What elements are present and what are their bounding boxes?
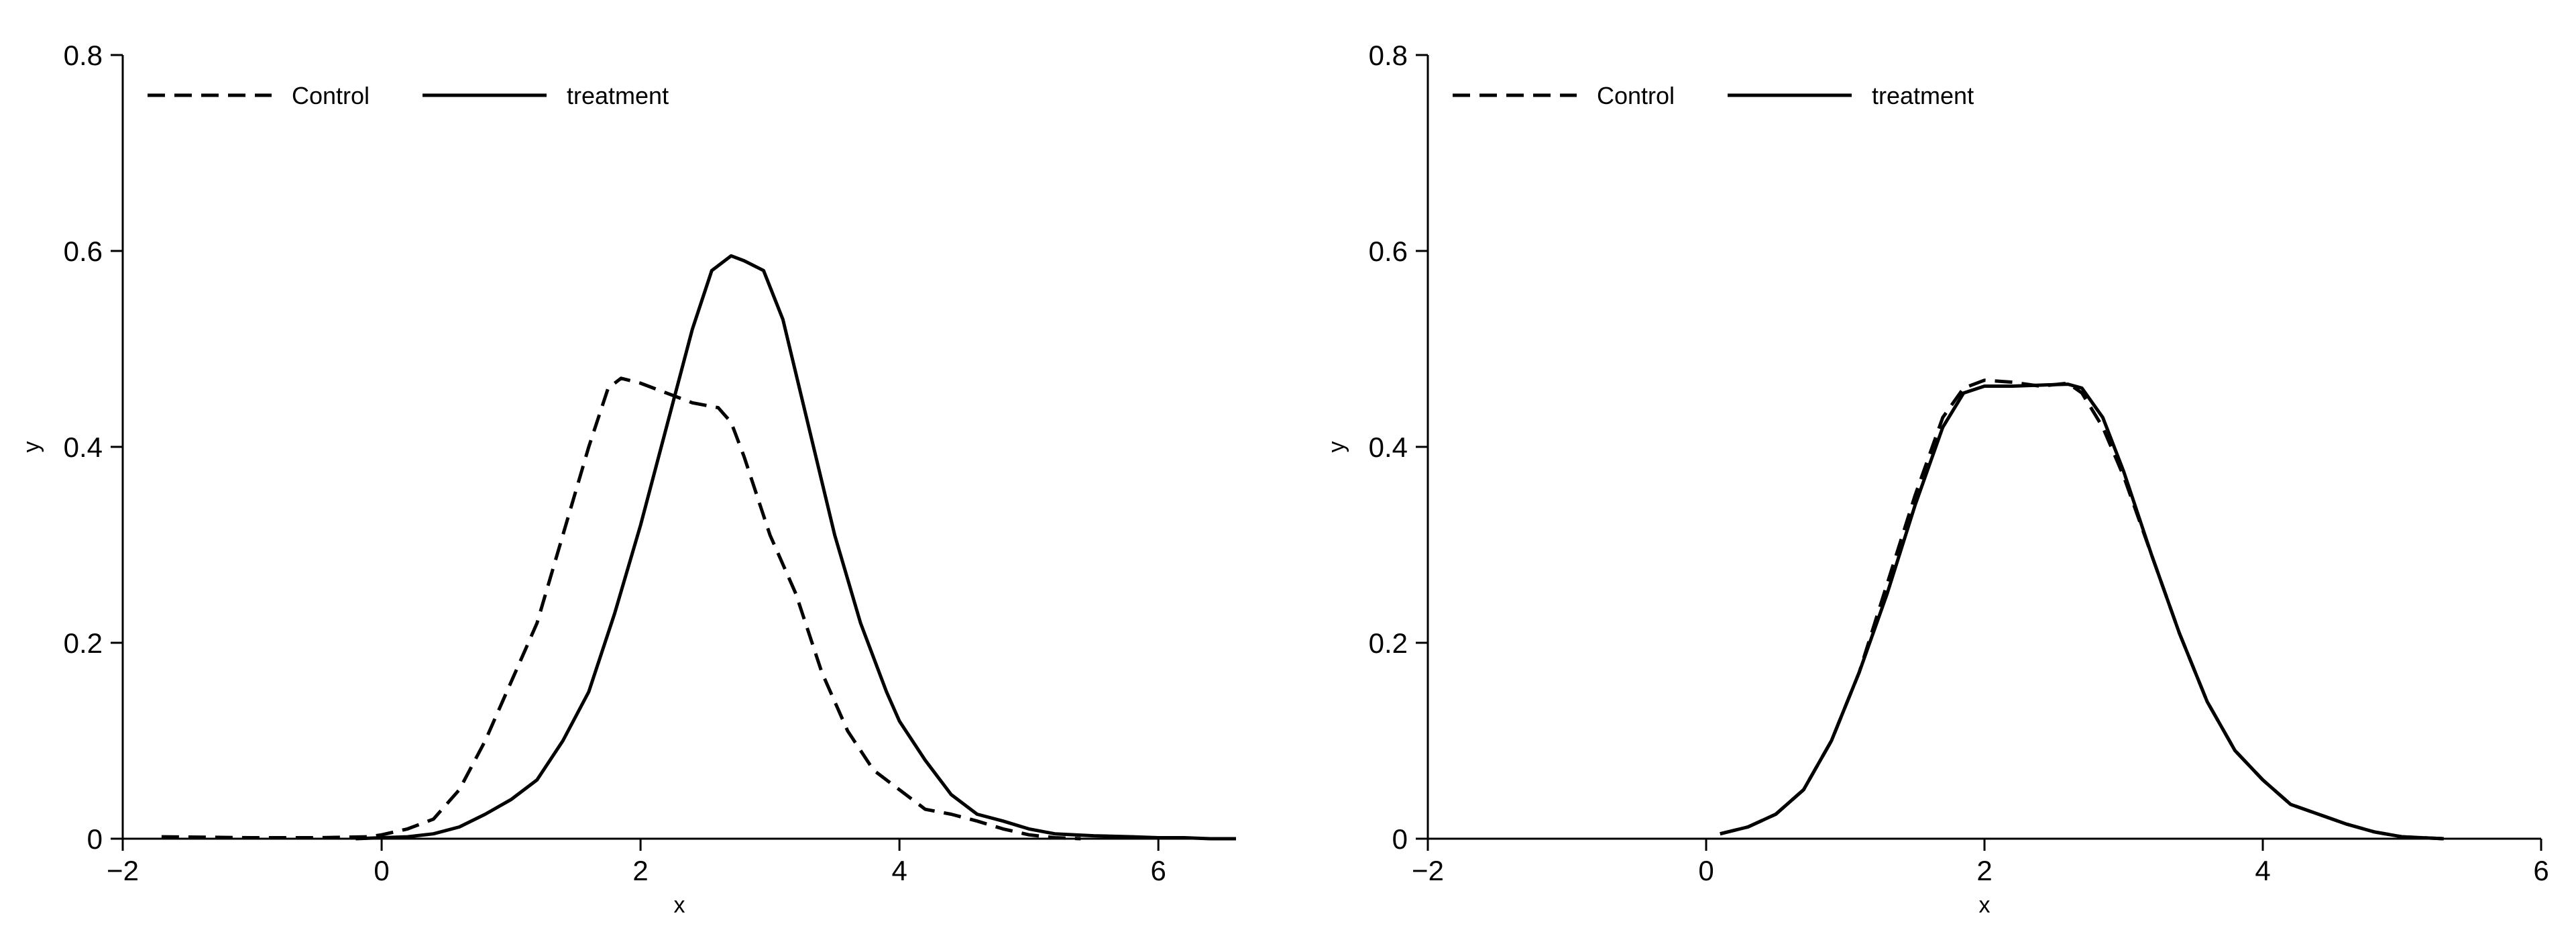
x-tick-label: −2: [107, 855, 139, 886]
y-axis-title: y: [1324, 441, 1349, 453]
y-tick-label: 0.2: [1369, 627, 1408, 659]
x-tick-label: 4: [2255, 855, 2270, 886]
x-axis-title: x: [674, 892, 685, 918]
y-tick-label: 0.8: [1369, 40, 1408, 71]
y-tick-label: 0.6: [64, 236, 103, 267]
series-line-treatment: [355, 254, 1236, 841]
x-tick-label: 4: [891, 855, 907, 886]
series-line-control: [161, 376, 1081, 841]
legend-label-treatment: treatment: [567, 82, 669, 109]
y-tick-label: 0.8: [64, 40, 103, 71]
x-axis-title: x: [1979, 892, 1991, 918]
y-tick-label: 0.4: [64, 431, 103, 463]
x-tick-label: 6: [2533, 855, 2549, 886]
x-tick-label: 2: [1976, 855, 1992, 886]
x-tick-label: 6: [1151, 855, 1166, 886]
x-tick-label: 0: [1698, 855, 1714, 886]
y-tick-label: 0.4: [1369, 431, 1408, 463]
legend-label-control: Control: [1597, 82, 1675, 109]
x-tick-label: −2: [1412, 855, 1444, 886]
y-tick-label: 0.6: [1369, 236, 1408, 267]
legend-label-treatment: treatment: [1872, 82, 1974, 109]
y-tick-label: 0: [87, 823, 103, 855]
x-tick-label: 2: [632, 855, 648, 886]
series-line-control: [1720, 378, 2444, 841]
x-tick-label: 0: [374, 855, 389, 886]
legend-label-control: Control: [292, 82, 370, 109]
y-axis-title: y: [19, 441, 44, 453]
y-tick-label: 0.2: [64, 627, 103, 659]
y-tick-label: 0: [1392, 823, 1408, 855]
series-line-treatment: [1720, 382, 2444, 841]
